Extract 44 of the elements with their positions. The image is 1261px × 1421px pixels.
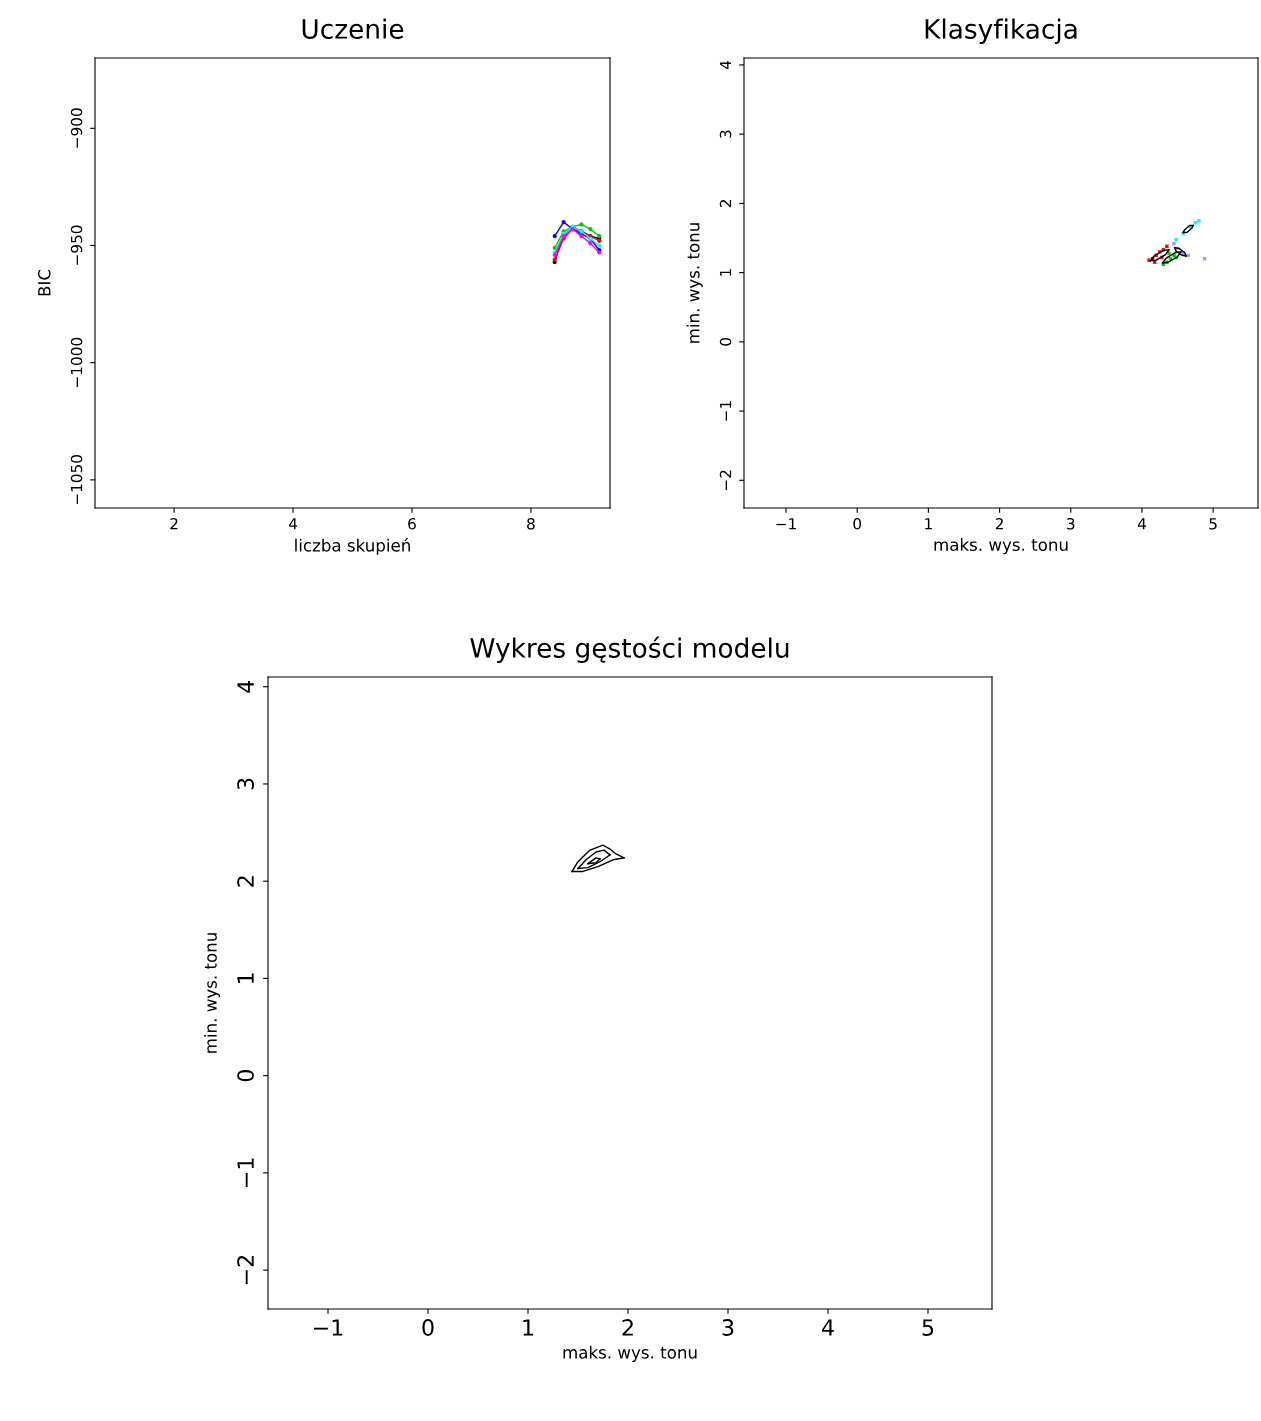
y-tick-label: 2	[719, 200, 732, 208]
x-tick-label: 2	[622, 1319, 633, 1336]
x-tick-label: 2	[995, 517, 1003, 530]
x-tick-label: 6	[408, 517, 416, 530]
y-tick-label: 3	[237, 778, 254, 790]
y-tick-label: −1	[719, 401, 732, 421]
x-tick-label: 4	[1137, 518, 1146, 530]
x-tick-label: 5	[922, 1319, 934, 1336]
x-axis-title: maks. wys. tonu	[563, 1345, 697, 1362]
x-tick-label: 1	[523, 1319, 534, 1336]
x-tick-label: 5	[1209, 518, 1217, 530]
x-tick-label: 4	[822, 1319, 834, 1336]
y-axis-title: BIC	[37, 269, 51, 296]
y-tick-label: 0	[237, 1070, 254, 1082]
x-tick-label: 0	[853, 517, 862, 530]
y-axis-title: min. wys. tonu	[686, 223, 703, 343]
y-tick-label: −1000	[70, 337, 83, 387]
y-tick-label: 3	[719, 130, 732, 138]
y-tick-label: −950	[70, 225, 83, 265]
x-tick-label: 2	[170, 517, 178, 530]
chart-title: Uczenie	[302, 18, 404, 39]
x-tick-label: 3	[1067, 517, 1075, 530]
x-tick-label: 0	[422, 1319, 434, 1336]
x-tick-label: 4	[288, 518, 298, 530]
y-axis-title: min. wys. tonu	[203, 933, 221, 1053]
y-tick-label: 2	[237, 876, 254, 887]
y-tick-label: −900	[70, 108, 83, 148]
x-tick-label: −1	[313, 1319, 343, 1336]
y-tick-label: 0	[719, 338, 732, 346]
y-tick-label: 1	[719, 269, 732, 276]
y-tick-label: −2	[237, 1255, 254, 1285]
x-axis-title: liczba skupień	[295, 538, 410, 555]
x-tick-label: −1	[776, 518, 796, 530]
chart-title: Wykres gęstości modelu	[470, 636, 789, 664]
x-tick-label: 1	[925, 518, 932, 530]
y-tick-label: 4	[237, 680, 254, 693]
y-tick-label: 4	[719, 60, 732, 70]
y-tick-label: 1	[237, 973, 254, 984]
y-tick-label: −1	[237, 1158, 254, 1187]
x-axis-title: maks. wys. tonu	[934, 538, 1068, 555]
y-tick-label: −1050	[70, 455, 83, 505]
x-tick-label: 8	[527, 517, 535, 530]
y-tick-label: −2	[719, 470, 732, 490]
chart-title: Klasyfikacja	[925, 18, 1077, 45]
